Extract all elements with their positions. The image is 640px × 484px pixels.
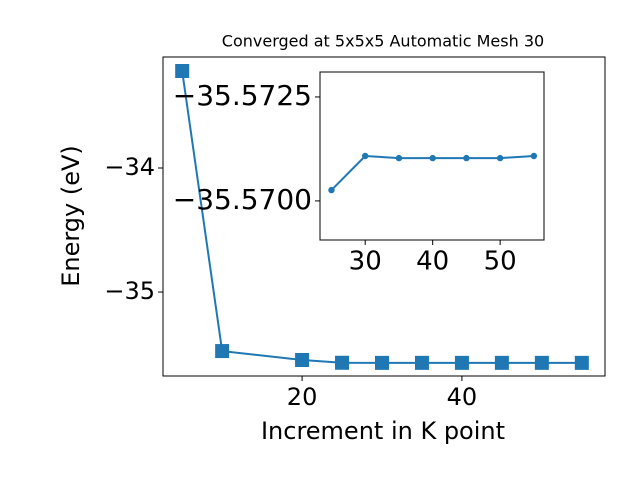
marker — [530, 152, 538, 160]
marker — [375, 355, 390, 370]
y-tick-label: −35 — [104, 277, 155, 305]
marker — [295, 353, 310, 368]
x-tick-label: 40 — [416, 247, 449, 277]
x-tick-label: 40 — [447, 383, 478, 411]
marker — [454, 355, 469, 370]
y-tick-label: −34 — [104, 153, 155, 181]
marker — [574, 355, 589, 370]
y-axis-label: Energy (eV) — [57, 145, 85, 287]
marker — [175, 64, 190, 79]
x-tick-label: 30 — [349, 247, 382, 277]
x-axis-label: Increment in K point — [261, 417, 505, 445]
line — [181, 70, 582, 364]
marker — [496, 154, 504, 162]
y-tick-label: −35.5725 — [173, 79, 312, 112]
marker — [494, 355, 509, 370]
marker — [215, 344, 230, 359]
chart-title: Converged at 5x5x5 Automatic Mesh 30 — [222, 32, 544, 51]
x-tick-label: 20 — [287, 383, 318, 411]
y-tick-label: −35.5700 — [173, 183, 312, 216]
marker — [414, 355, 429, 370]
x-tick-label: 50 — [484, 247, 517, 277]
marker — [328, 186, 335, 194]
marker — [362, 152, 369, 160]
marker — [395, 154, 403, 162]
marker — [463, 154, 470, 162]
marker — [534, 355, 549, 370]
marker — [335, 355, 350, 370]
marker — [429, 154, 436, 162]
